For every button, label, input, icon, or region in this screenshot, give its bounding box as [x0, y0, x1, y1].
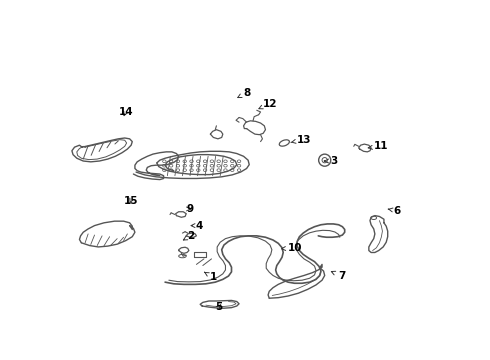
Text: 7: 7 — [331, 271, 345, 281]
Text: 2: 2 — [183, 231, 194, 241]
Text: 5: 5 — [215, 302, 222, 311]
Text: 6: 6 — [388, 206, 401, 216]
Text: 15: 15 — [123, 195, 138, 206]
Text: 10: 10 — [282, 243, 303, 253]
Text: 14: 14 — [118, 107, 133, 117]
Text: 12: 12 — [259, 99, 277, 109]
Text: 8: 8 — [238, 87, 251, 98]
Text: 13: 13 — [291, 135, 311, 145]
Text: 3: 3 — [324, 156, 338, 166]
Text: 1: 1 — [204, 272, 217, 283]
Text: 11: 11 — [368, 141, 388, 151]
Text: 4: 4 — [191, 221, 203, 231]
Text: 9: 9 — [186, 204, 194, 214]
